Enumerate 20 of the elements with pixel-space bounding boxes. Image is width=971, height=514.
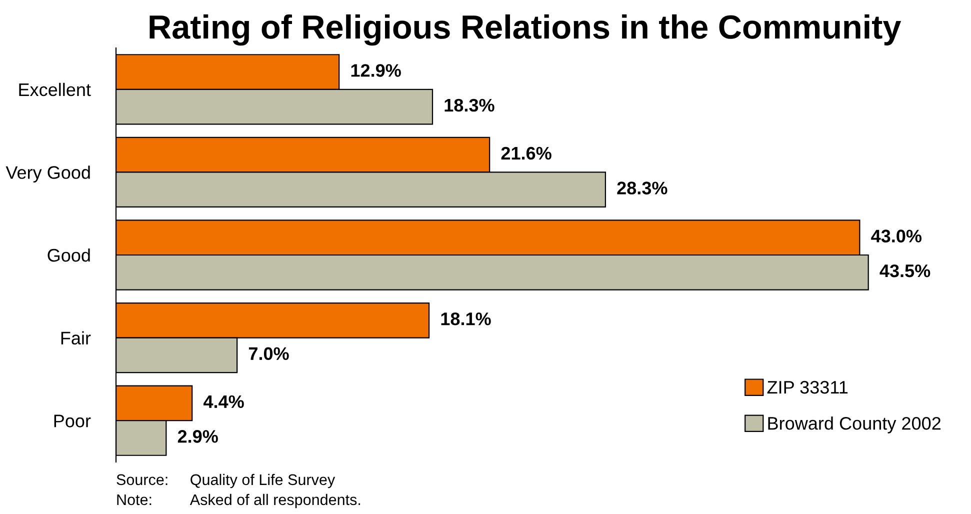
y-tick-label: Very Good — [6, 166, 90, 182]
data-label: 43.5% — [880, 264, 930, 278]
source-note: Source: Quality of Life Survey — [116, 474, 336, 488]
y-tick-label: Fair — [61, 331, 91, 345]
legend-label: ZIP 33311 — [767, 380, 848, 394]
data-label: 4.4% — [203, 395, 244, 408]
data-label: 2.9% — [178, 430, 218, 443]
data-label: 21.6% — [501, 146, 552, 160]
y-tick-label: Excellent — [19, 82, 91, 96]
data-label: 12.9% — [351, 64, 401, 77]
y-tick-label: Good — [48, 248, 90, 262]
data-label: 18.1% — [441, 312, 491, 326]
legend-label: Broward County 2002 — [768, 416, 940, 434]
data-label: 7.0% — [248, 347, 289, 360]
y-tick-label: Poor — [54, 414, 91, 428]
chart-title: Rating of Religious Relations in the Community — [150, 14, 902, 46]
data-label: 18.3% — [444, 98, 494, 112]
text: Note: Asked of all respondents. — [117, 494, 360, 508]
data-label: 28.3% — [617, 182, 668, 194]
data-label: 43.0% — [871, 230, 922, 242]
